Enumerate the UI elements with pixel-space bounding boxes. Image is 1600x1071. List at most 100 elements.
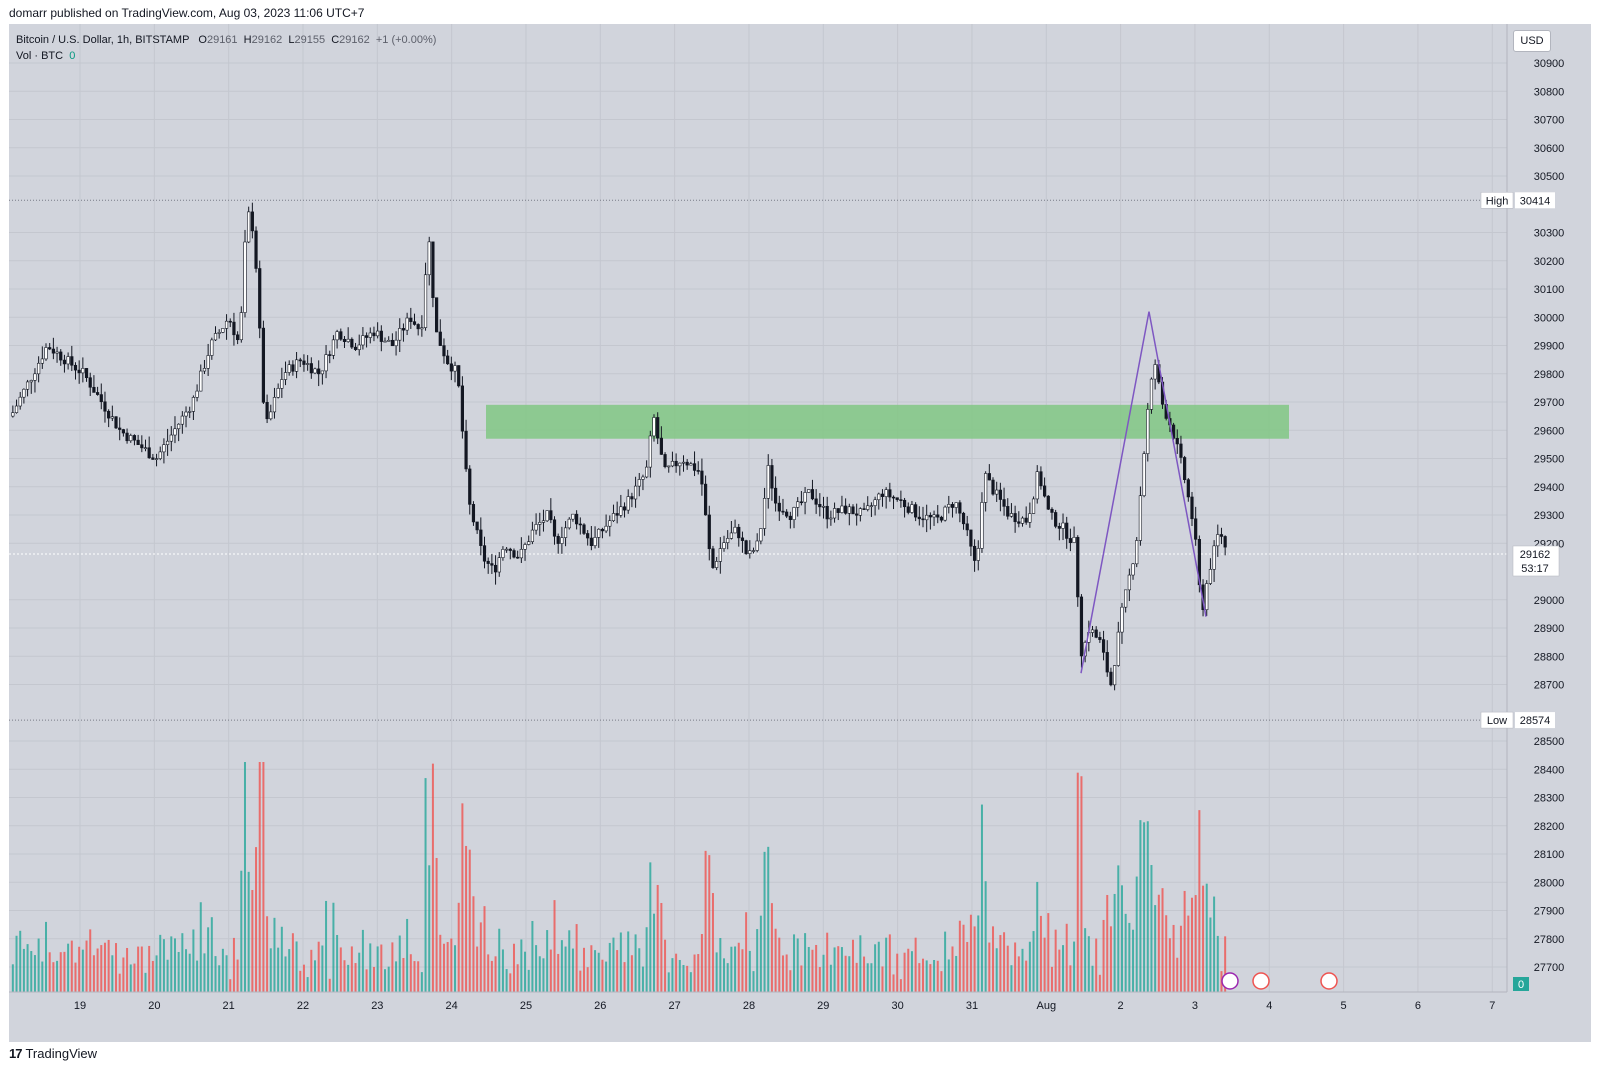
candle-body <box>1212 545 1216 570</box>
volume-bar <box>575 924 578 992</box>
volume-bar <box>166 959 169 992</box>
candle-body <box>689 463 693 466</box>
footer-brand[interactable]: 17 TradingView <box>9 1046 97 1061</box>
candle-body <box>575 513 579 525</box>
volume-bar <box>1113 893 1116 992</box>
candle-body <box>781 510 785 513</box>
candle-body <box>597 528 601 538</box>
volume-bar <box>1161 888 1164 992</box>
currency-button[interactable]: USD <box>1513 30 1551 52</box>
volume-bar <box>955 955 958 992</box>
candle-body <box>1054 512 1058 527</box>
candle-body <box>851 506 855 515</box>
volume-bar <box>229 979 232 992</box>
candle-body <box>1076 537 1080 598</box>
volume-bar <box>369 943 372 992</box>
volume-bar <box>1058 949 1061 992</box>
volume-bar <box>590 945 593 992</box>
candle-body <box>873 499 877 506</box>
volume-bar <box>1014 942 1017 992</box>
y-tick-label: 29600 <box>1534 425 1565 437</box>
us-flag-event-icon[interactable] <box>1252 972 1270 990</box>
resistance-zone <box>486 404 1289 439</box>
volume-bar <box>52 962 55 992</box>
volume-bar <box>940 971 943 992</box>
candle-body <box>1205 583 1209 611</box>
volume-bar <box>207 927 210 992</box>
chart-area[interactable]: 30900 30800 30700 30600 30500 30300 30200 30100… <box>9 24 1591 1042</box>
candle-body <box>298 359 302 362</box>
candle-body <box>740 537 745 541</box>
volume-bar <box>295 941 298 992</box>
symbol-title[interactable]: Bitcoin / U.S. Dollar, 1h, BITSTAMP <box>16 34 190 46</box>
candle-body <box>899 499 903 501</box>
candle-body <box>1131 563 1135 576</box>
volume-bar <box>310 949 313 992</box>
candle-body <box>726 538 730 543</box>
candle-body <box>195 390 199 398</box>
volume-bar <box>118 973 121 992</box>
volume-bar <box>210 917 213 992</box>
volume-bar <box>33 955 36 992</box>
candle-body <box>744 540 748 554</box>
candle-body <box>1065 522 1069 539</box>
y-tick-label: 30000 <box>1534 312 1565 324</box>
volume-bar <box>807 946 810 992</box>
volume-value: 0 <box>69 50 76 62</box>
candle-body <box>847 506 851 514</box>
volume-bar <box>468 849 471 992</box>
volume-bar <box>1006 945 1009 992</box>
volume-bar <box>350 946 353 992</box>
x-tick-label: 5 <box>1341 1000 1347 1012</box>
candle-body <box>895 497 899 500</box>
candle-body <box>1190 496 1194 520</box>
y-tick-label: 29000 <box>1534 595 1565 607</box>
volume-bar <box>627 931 630 992</box>
y-tick-label: 28400 <box>1534 764 1565 776</box>
volume-bar <box>1043 937 1046 992</box>
volume-bar <box>542 958 545 992</box>
candle-body <box>471 504 476 523</box>
candle-body <box>166 440 170 445</box>
y-tick-label: 29800 <box>1534 369 1565 381</box>
price-chart[interactable]: 3090030800307003060030500303003020030100… <box>9 24 1591 1042</box>
volume-bar <box>815 944 818 992</box>
volume-bar <box>409 954 412 992</box>
candle-body <box>118 427 122 430</box>
volume-bar <box>420 972 423 992</box>
candle-body <box>586 533 590 539</box>
high-value: 29162 <box>251 34 283 46</box>
volume-bar <box>339 947 342 992</box>
volume-bar <box>126 947 129 992</box>
candle-body <box>652 417 656 437</box>
volume-bar <box>745 912 748 992</box>
candle-body <box>796 501 800 508</box>
volume-bar <box>74 962 77 992</box>
candle-body <box>965 523 969 531</box>
candle-body <box>446 355 450 365</box>
candle-body <box>306 363 310 365</box>
candle-body <box>888 489 892 498</box>
candle-body <box>390 339 394 347</box>
time-scale <box>9 992 1507 1042</box>
volume-bar <box>594 950 597 992</box>
candle-body <box>129 435 133 442</box>
volume-bar <box>439 934 442 992</box>
volume-bar <box>616 950 619 992</box>
volume-bar <box>962 924 965 992</box>
volume-bar <box>19 930 22 992</box>
candle-body <box>718 548 722 562</box>
volume-bar <box>918 963 921 992</box>
lightning-event-icon[interactable] <box>1221 972 1239 990</box>
candle-body <box>1135 540 1139 565</box>
candle-body <box>265 402 269 420</box>
us-flag-event-icon[interactable] <box>1320 972 1338 990</box>
high-value-box <box>1515 192 1555 209</box>
volume-bar <box>863 956 866 992</box>
volume-bar <box>1073 941 1076 992</box>
volume-bar <box>129 964 132 992</box>
published-header: domarr published on TradingView.com, Aug… <box>9 6 365 20</box>
volume-label[interactable]: Vol · BTC <box>16 50 64 62</box>
candle-body <box>984 473 988 503</box>
volume-bar <box>317 941 320 992</box>
